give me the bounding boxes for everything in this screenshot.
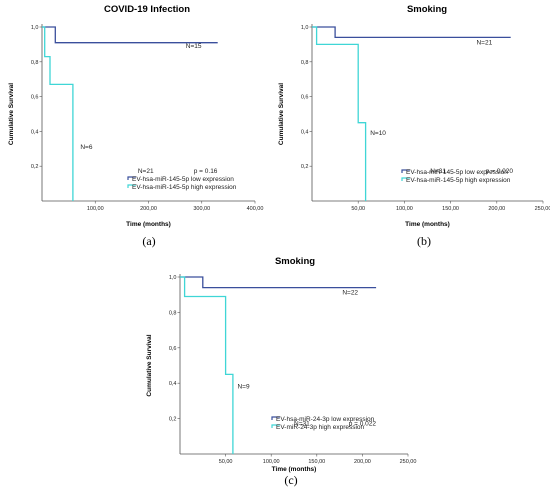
legend-label: EV-hsa-miR-145-5p low expression: [406, 169, 508, 176]
y-tick-label: 0,4: [301, 129, 309, 135]
survival-curve-high: [42, 26, 74, 201]
chart-annotation: p = 0.020: [486, 168, 514, 175]
panel-caption: (c): [284, 473, 297, 487]
chart-annotation: N=21: [476, 39, 492, 46]
x-tick-label: 150,00: [442, 206, 459, 212]
legend-label: EV-hsa-miR-145-5p low expression: [132, 176, 234, 183]
y-tick-label: 0,4: [31, 129, 39, 135]
y-tick-label: 0,8: [169, 310, 177, 316]
y-tick-label: 0,2: [301, 164, 309, 170]
x-tick-label: 150,00: [308, 459, 325, 465]
survival-curve-low: [42, 26, 218, 44]
legend-item: EV-hsa-miR-24-3p low expression: [271, 416, 375, 423]
x-tick-label: 250,00: [400, 459, 417, 465]
survival-curve-high: [180, 276, 234, 454]
legend-item: EV-hsa-miR-145-5p low expression: [127, 176, 234, 183]
chart-annotation: N=31: [294, 421, 310, 428]
x-axis-title: Time (months): [272, 466, 317, 473]
y-tick-label: 1,0: [301, 25, 309, 31]
survival-curve-low: [312, 26, 511, 39]
chart-annotation: N=15: [186, 43, 202, 50]
km-panel-1: COVID-19 Infection 0,2 0,4 0,6 0,8 1,0 100,00 2…: [8, 4, 263, 248]
chart-annotation: p = 0.16: [194, 168, 218, 175]
x-tick-label: 200,00: [354, 459, 371, 465]
chart-annotation: N=22: [342, 290, 358, 297]
legend-swatch: [271, 416, 280, 420]
y-axis-title: Cumulative Survival: [278, 83, 285, 145]
legend-item: EV-hsa-miR-145-5p high expression: [401, 177, 511, 184]
x-tick-label: 50,00: [351, 206, 365, 212]
y-axis-title: Cumulative Survival: [146, 334, 153, 396]
legend-item: EV-hsa-miR-145-5p low expression: [401, 169, 508, 176]
legend-swatch: [401, 169, 410, 173]
panel-caption: (a): [142, 234, 155, 248]
panel-caption: (b): [417, 234, 431, 248]
legend-label: EV-hsa-miR-145-5p high expression: [406, 177, 511, 184]
x-tick-label: 250,00: [535, 206, 550, 212]
legend-item: EV-miR-24-3p high expression: [271, 424, 365, 431]
legend-swatch: [271, 424, 280, 428]
x-axis-title: Time (months): [405, 221, 450, 228]
y-tick-label: 0,2: [31, 164, 39, 170]
x-tick-label: 100,00: [396, 206, 413, 212]
chart-annotation: N=6: [80, 144, 92, 151]
chart-annotation: N=10: [370, 130, 386, 137]
legend-label: EV-hsa-miR-145-5p high expression: [132, 184, 237, 191]
y-tick-label: 0,2: [169, 417, 177, 423]
y-tick-label: 0,4: [169, 381, 177, 387]
y-tick-label: 0,6: [301, 95, 309, 101]
legend-swatch: [127, 184, 136, 188]
x-axis-title: Time (months): [126, 221, 171, 228]
chart-title: Smoking: [275, 256, 315, 267]
survival-curve-low: [180, 276, 377, 289]
chart-annotation: N=21: [138, 168, 154, 175]
y-axis-title: Cumulative Survival: [8, 83, 15, 145]
km-panel-3: Smoking 0,2 0,4 0,6 0,8 1,0 50,00 100,00 150,00 2…: [146, 256, 416, 487]
legend-swatch: [401, 177, 410, 181]
x-tick-label: 100,00: [87, 206, 104, 212]
chart-annotation: N=31: [430, 168, 446, 175]
x-tick-label: 100,00: [263, 459, 280, 465]
x-tick-label: 200,00: [140, 206, 157, 212]
y-tick-label: 1,0: [31, 25, 39, 31]
chart-annotation: N=9: [237, 384, 249, 391]
y-tick-label: 1,0: [169, 275, 177, 281]
chart-title: Smoking: [407, 4, 447, 15]
chart-title: COVID-19 Infection: [104, 4, 190, 15]
legend-swatch: [127, 176, 136, 180]
y-tick-label: 0,8: [31, 60, 39, 66]
y-tick-label: 0,6: [169, 346, 177, 352]
y-tick-label: 0,8: [301, 60, 309, 66]
x-tick-label: 200,00: [488, 206, 505, 212]
km-panel-2: Smoking 0,2 0,4 0,6 0,8 1,0 50,00 100,00 150,00 2…: [278, 4, 550, 248]
legend-item: EV-hsa-miR-145-5p high expression: [127, 184, 237, 191]
legend-label: EV-hsa-miR-24-3p low expression: [276, 416, 375, 423]
y-tick-label: 0,6: [31, 95, 39, 101]
chart-annotation: p = 0.022: [349, 421, 377, 428]
legend-label: EV-miR-24-3p high expression: [276, 424, 365, 431]
survival-curve-high: [312, 26, 367, 201]
x-tick-label: 300,00: [193, 206, 210, 212]
x-tick-label: 50,00: [219, 459, 233, 465]
x-tick-label: 400,00: [247, 206, 264, 212]
